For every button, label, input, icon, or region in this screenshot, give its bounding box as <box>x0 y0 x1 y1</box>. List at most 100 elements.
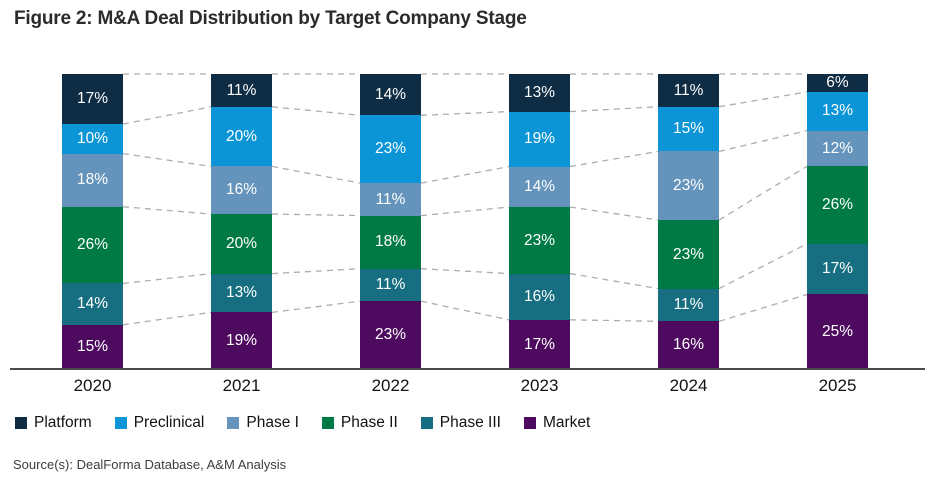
source-note: Source(s): DealForma Database, A&M Analy… <box>13 457 287 472</box>
bar-segment: 6% <box>807 74 868 92</box>
legend-swatch-icon <box>114 417 127 429</box>
bar-2023: 13% 19% 14% 23% 16% 17% <box>509 74 570 369</box>
bar-segment: 10% <box>62 124 123 154</box>
segment-value-label: 11% <box>375 190 406 208</box>
bar-segment: 23% <box>658 151 719 221</box>
bar-segment: 18% <box>62 153 123 207</box>
bar-segment: 13% <box>211 273 272 313</box>
bar-segment: 15% <box>62 324 123 369</box>
legend-item-phase-i: Phase I <box>227 414 299 432</box>
bar-segment: 14% <box>360 74 421 116</box>
segment-value-label: 17% <box>821 260 854 278</box>
bar-segment: 19% <box>509 111 570 167</box>
segment-value-label: 13% <box>225 284 258 302</box>
bar-segment: 17% <box>807 243 868 295</box>
bar-segment: 11% <box>211 74 272 107</box>
bar-2025: 6% 13% 12% 26% 17% 25% <box>807 74 868 369</box>
legend-label: Phase II <box>340 414 398 431</box>
x-axis-tick-label: 2021 <box>222 376 261 395</box>
legend-item-phase-iii: Phase III <box>420 414 501 432</box>
x-axis-tick-label: 2022 <box>371 376 410 395</box>
segment-value-label: 23% <box>374 140 407 158</box>
segment-value-label: 16% <box>225 181 258 199</box>
segment-value-label: 11% <box>226 81 257 99</box>
bar-segment: 16% <box>658 321 719 369</box>
legend-swatch-icon <box>321 417 334 429</box>
bar-segment: 26% <box>62 206 123 284</box>
segment-value-label: 18% <box>374 233 407 251</box>
x-axis-tick-label: 2025 <box>818 376 857 395</box>
segment-value-label: 16% <box>523 287 556 305</box>
legend-swatch-icon <box>227 417 240 429</box>
bar-segment: 18% <box>360 215 421 269</box>
bar-2022: 14% 23% 11% 18% 11% 23% <box>360 74 421 369</box>
bar-segment: 23% <box>658 220 719 289</box>
legend-item-platform: Platform <box>15 414 92 432</box>
legend-label: Preclinical <box>133 414 205 431</box>
segment-value-label: 26% <box>76 236 109 254</box>
legend-item-market: Market <box>523 414 591 432</box>
segment-value-label: 14% <box>374 85 407 103</box>
legend-label: Phase III <box>439 414 501 431</box>
bar-segment: 14% <box>509 166 570 208</box>
figure-title: Figure 2: M&A Deal Distribution by Targe… <box>14 8 527 29</box>
segment-value-label: 20% <box>225 235 258 253</box>
segment-value-label: 19% <box>225 331 258 349</box>
legend-item-phase-ii: Phase II <box>321 414 398 432</box>
segment-value-label: 13% <box>821 102 854 120</box>
bar-segment: 26% <box>807 166 868 244</box>
bar-segment: 23% <box>509 207 570 274</box>
bar-segment: 23% <box>360 301 421 369</box>
segment-value-label: 23% <box>672 245 705 263</box>
segment-value-label: 18% <box>76 171 109 189</box>
x-axis-line <box>10 368 925 370</box>
bar-segment: 12% <box>807 130 868 167</box>
segment-value-label: 11% <box>375 276 406 294</box>
segment-value-label: 25% <box>821 322 854 340</box>
segment-value-label: 17% <box>523 335 556 353</box>
segment-value-label: 23% <box>672 177 705 194</box>
segment-value-label: 13% <box>523 84 556 102</box>
segment-value-label: 19% <box>523 130 556 148</box>
bar-segment: 23% <box>360 115 421 184</box>
bar-segment: 11% <box>360 268 421 302</box>
legend: Platform Preclinical Phase I Phase II Phase … <box>15 414 590 432</box>
segment-value-label: 20% <box>225 127 258 145</box>
legend-swatch-icon <box>523 417 536 429</box>
bar-segment: 13% <box>509 74 570 112</box>
legend-label: Platform <box>34 414 92 431</box>
segment-value-label: 10% <box>76 130 109 148</box>
bar-segment: 20% <box>211 106 272 167</box>
segment-value-label: 16% <box>672 336 705 354</box>
segment-value-label: 26% <box>821 196 854 214</box>
x-axis-tick-label: 2023 <box>520 376 559 395</box>
bar-segment: 17% <box>509 319 570 369</box>
legend-item-preclinical: Preclinical <box>114 414 205 432</box>
legend-swatch-icon <box>420 417 433 429</box>
segment-value-label: 14% <box>76 295 109 313</box>
bar-segment: 16% <box>211 166 272 215</box>
segment-value-label: 11% <box>673 296 704 314</box>
bar-segment: 17% <box>62 74 123 125</box>
segment-value-label: 15% <box>672 120 705 138</box>
segment-value-label: 14% <box>523 178 556 196</box>
bar-segment: 20% <box>211 214 272 274</box>
segment-value-label: 23% <box>523 231 556 249</box>
bar-segment: 11% <box>658 74 719 107</box>
segment-value-label: 17% <box>76 90 109 108</box>
bar-segment: 15% <box>658 106 719 152</box>
x-axis-tick-label: 2024 <box>669 376 708 395</box>
bar-segment: 25% <box>807 294 868 369</box>
segment-value-label: 6% <box>826 74 849 92</box>
segment-value-label: 15% <box>76 338 109 356</box>
legend-label: Market <box>542 414 591 431</box>
segment-value-label: 11% <box>673 81 704 99</box>
bar-2024: 11% 15% 23% 23% 11% 16% <box>658 74 719 369</box>
segment-value-label: 23% <box>374 326 407 344</box>
bar-segment: 19% <box>211 312 272 369</box>
x-axis-tick-label: 2020 <box>73 376 112 395</box>
bar-segment: 11% <box>658 288 719 322</box>
bar-segment: 16% <box>509 273 570 320</box>
